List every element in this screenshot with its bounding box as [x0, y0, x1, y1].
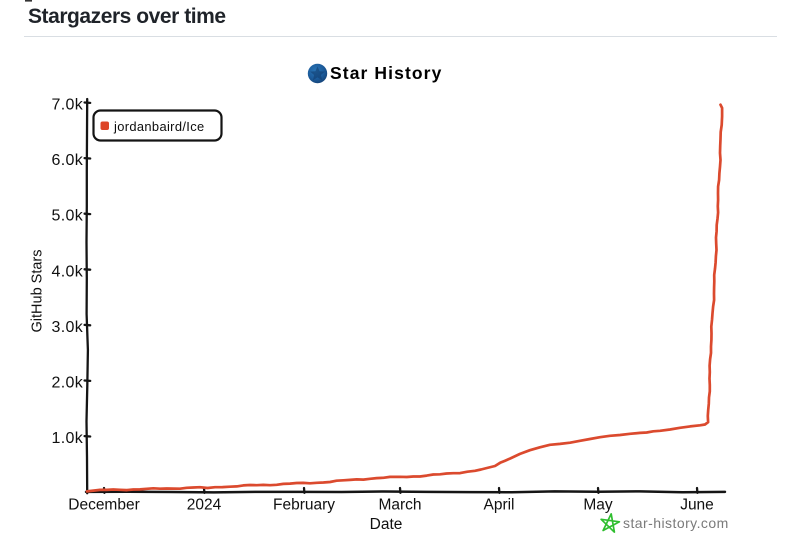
svg-text:Star History: Star History — [330, 63, 442, 83]
svg-text:Date: Date — [370, 516, 403, 533]
svg-text:5.0k: 5.0k — [52, 208, 84, 225]
svg-text:GitHub Stars: GitHub Stars — [30, 250, 46, 333]
svg-text:2.0k: 2.0k — [52, 375, 84, 392]
svg-text:7.0k: 7.0k — [52, 97, 84, 114]
svg-text:2024: 2024 — [187, 497, 222, 514]
svg-text:May: May — [583, 497, 613, 514]
svg-text:March: March — [378, 497, 421, 514]
svg-text:4.0k: 4.0k — [52, 263, 84, 280]
svg-text:star-history.com: star-history.com — [623, 515, 729, 531]
svg-text:jordanbaird/Ice: jordanbaird/Ice — [113, 119, 205, 134]
svg-text:6.0k: 6.0k — [52, 152, 84, 169]
svg-text:1.0k: 1.0k — [52, 430, 84, 447]
svg-text:June: June — [680, 497, 714, 514]
svg-text:December: December — [68, 497, 140, 514]
svg-text:April: April — [483, 497, 514, 514]
svg-text:February: February — [273, 497, 335, 514]
svg-text:3.0k: 3.0k — [52, 319, 84, 336]
